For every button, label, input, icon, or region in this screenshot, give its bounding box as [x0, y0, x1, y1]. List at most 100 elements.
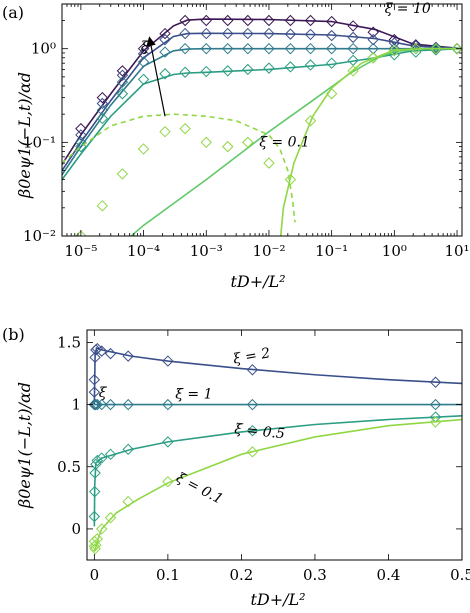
panel-a-x-axis-label: tD+/L² [230, 272, 285, 291]
b-y-tick-label-3: 1.5 [57, 333, 81, 351]
panel-a-y-axis-label: β0eψ1(−L,t)/αd [15, 72, 34, 199]
a-series-1-marker-4 [159, 33, 171, 46]
a-series-group [62, 14, 462, 236]
b-series-2-marker-6 [104, 448, 117, 461]
b-series-3-marker-5 [95, 523, 108, 535]
b-series-1-marker-1 [90, 398, 102, 411]
a-annotation-0: ξ = 10 [385, 1, 431, 17]
a-frame [61, 3, 463, 237]
a-series-1-marker-7 [222, 27, 234, 40]
a-series-2-marker-7 [222, 42, 234, 55]
a-series-3-marker-1 [96, 112, 109, 125]
a-series-3-marker-10 [284, 61, 297, 73]
b-x-tick-label-1: 0.1 [156, 566, 180, 584]
a-series-1-marker-9 [263, 27, 275, 40]
a-x-tick-label-5: 10⁰ [382, 242, 407, 260]
b-annotation-2: ξ = 0.5 [234, 421, 286, 442]
panel-b-plot-area: 0 0.1 0.2 0.3 0.4 0.5 0 0.5 1 1.5 ξ = 2 ξ = 1 ξ = 0.… [57, 329, 470, 584]
b-series-0-marker-9 [162, 355, 174, 367]
b-y-tick-label-0: 0 [71, 520, 81, 538]
b-series-1-marker-7 [246, 398, 259, 411]
b-series-2-line [93, 414, 462, 527]
b-series-1-marker-5 [122, 398, 134, 411]
a-series-1-marker-14 [367, 33, 379, 46]
b-frame [86, 329, 463, 561]
a-series-2-marker-1 [96, 104, 109, 116]
a-series-0-marker-3 [137, 42, 150, 55]
b-annotation-4: ξ [99, 385, 108, 401]
panel-a-label: (a) [2, 3, 24, 22]
b-series-1-marker-8 [429, 398, 442, 411]
a-y-tick-label-2: 10⁰ [31, 40, 56, 58]
a-series-0-marker-14 [367, 26, 379, 38]
a-series-2-marker-11 [304, 42, 317, 55]
a-series-3-marker-6 [200, 65, 212, 78]
a-series-5-marker-16 [410, 42, 422, 55]
a-series-5-marker-14 [367, 52, 379, 64]
a-series-0-marker-4 [159, 27, 171, 40]
b-x-tick-label-0: 0 [90, 566, 100, 584]
b-series-1-marker-2 [91, 398, 104, 411]
a-y-tick-label-1: 10⁻¹ [23, 133, 56, 151]
a-series-0-marker-2 [116, 65, 129, 77]
panel-b: (b) 0 0.1 0.2 0.3 0.4 0.5 0 0.5 1 1.5 ξ = 2 ξ = 1 ξ … [2, 325, 470, 609]
panel-a-plot-area: 10⁻⁵ 10⁻⁴ 10⁻³ 10⁻² 10⁻¹ 10⁰ 10¹ 10⁻² 10⁻¹ 10⁰ ξ =… [23, 1, 470, 260]
b-series-2-marker-2 [89, 467, 101, 479]
b-series-2-marker-4 [91, 454, 104, 467]
a-series-0-marker-8 [242, 14, 254, 27]
a-series-2-marker-2 [116, 76, 129, 88]
a-series-5-marker-6 [200, 136, 212, 149]
a-series-3-marker-12 [325, 57, 338, 69]
a-series-2-marker-9 [263, 42, 275, 55]
a-series-1-marker-17 [430, 41, 442, 54]
a-series-5-marker-17 [430, 42, 442, 55]
a-series-5-marker-12 [325, 88, 338, 100]
a-series-2-marker-3 [137, 56, 150, 68]
b-series-2-marker-3 [90, 458, 102, 470]
a-series-3-marker-5 [179, 66, 191, 78]
panel-b-y-axis-label: β0eψ1(−L,t)/αd [15, 382, 34, 509]
b-series-3-marker-7 [122, 495, 134, 508]
b-series-3-marker-3 [90, 539, 102, 551]
a-series-6-line [62, 113, 296, 223]
a-series-5-marker-11 [304, 115, 317, 127]
a-x-tick-label-1: 10⁻⁴ [127, 242, 160, 260]
b-series-0-marker-6 [95, 345, 108, 357]
b-series-2-marker-5 [95, 452, 108, 464]
a-series-1-marker-0 [75, 129, 87, 141]
a-series-5-marker-5 [179, 122, 191, 135]
a-series-3-marker-4 [159, 68, 171, 80]
a-series-5-marker-13 [347, 65, 359, 77]
b-series-3-marker-10 [429, 416, 442, 428]
b-x-tick-label-5: 0.5 [450, 566, 470, 584]
b-y-tick-label-2: 1 [71, 396, 81, 414]
a-x-tick-label-3: 10⁻² [252, 242, 285, 260]
a-series-1-marker-10 [284, 28, 297, 40]
b-series-2-marker-9 [246, 424, 259, 437]
b-series-1-marker-4 [104, 398, 117, 411]
a-series-1-marker-13 [347, 31, 359, 44]
b-series-3-marker-8 [162, 475, 174, 488]
a-series-2-marker-4 [159, 46, 171, 58]
a-series-1-marker-11 [304, 28, 317, 41]
a-series-0-marker-5 [179, 14, 191, 27]
b-series-0-marker-3 [89, 351, 101, 364]
a-x-tick-label-0: 10⁻⁵ [64, 242, 97, 260]
a-series-0-marker-13 [347, 20, 359, 32]
panel-b-x-axis-label: tD+/L² [250, 590, 305, 609]
a-series-5-marker-3 [137, 143, 150, 155]
panel-a: (a) 10⁻⁵ 10⁻⁴ 10⁻³ 10⁻² 10⁻¹ 10⁰ 10¹10⁻²10⁻¹10… [2, 1, 470, 291]
b-series-0-marker-11 [429, 376, 442, 388]
b-series-1-marker-3 [95, 398, 108, 411]
b-series-0-line [93, 346, 462, 405]
b-x-tick-label-2: 0.2 [229, 566, 253, 584]
a-series-2-marker-8 [242, 42, 254, 55]
a-xi-arrow [146, 36, 166, 117]
a-series-5-marker-9 [263, 157, 275, 169]
a-series-3-marker-9 [263, 62, 275, 74]
a-series-2-marker-0 [75, 136, 87, 149]
b-series-3-marker-0 [88, 535, 101, 548]
b-annotation-3: ξ = 0.1 [173, 470, 225, 508]
a-series-0-marker-0 [75, 122, 87, 135]
